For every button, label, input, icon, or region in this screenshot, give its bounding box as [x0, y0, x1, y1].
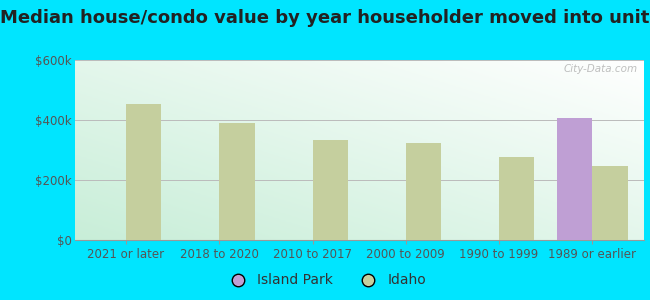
Text: Median house/condo value by year householder moved into unit: Median house/condo value by year househo… [0, 9, 650, 27]
Bar [499, 157, 534, 240]
Text: City-Data.com: City-Data.com [564, 64, 638, 74]
Bar [313, 140, 348, 240]
Bar [126, 103, 161, 240]
Bar [406, 142, 441, 240]
Bar [592, 166, 628, 240]
Bar [557, 118, 592, 240]
Legend: Island Park, Idaho: Island Park, Idaho [218, 268, 432, 293]
Bar [219, 123, 255, 240]
